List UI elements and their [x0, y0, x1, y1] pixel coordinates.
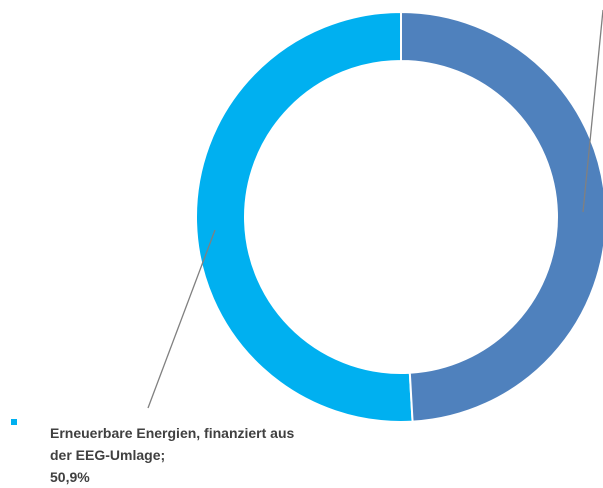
leader-line — [147, 229, 216, 409]
donut-segment — [194, 10, 414, 423]
data-label: Erneuerbare Energien, finanziert aus der… — [50, 422, 310, 488]
leader-line — [582, 9, 603, 213]
legend-key — [11, 419, 17, 425]
donut-segment — [400, 10, 603, 423]
category-label: Erneuerbare Energien, finanziert aus der… — [50, 425, 295, 463]
value-label: 50,9% — [50, 469, 90, 485]
